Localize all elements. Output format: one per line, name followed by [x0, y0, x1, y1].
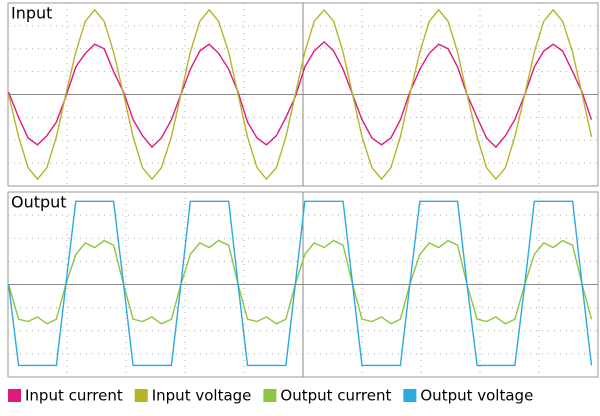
legend-label: Output current	[280, 387, 391, 405]
legend-swatch	[403, 389, 417, 402]
legend-label: Input voltage	[152, 387, 252, 405]
series-line	[7, 200, 593, 367]
title-background	[9, 192, 69, 212]
legend-swatch	[8, 389, 21, 402]
legend-label: Output voltage	[420, 387, 533, 405]
series-line	[7, 40, 593, 149]
series-line	[7, 239, 593, 325]
panel-title: Output	[11, 193, 67, 212]
title-background	[9, 3, 55, 23]
legend-swatch	[263, 389, 277, 402]
legend-swatch	[134, 389, 148, 402]
legend-label: Input current	[25, 387, 123, 405]
series-line	[7, 8, 593, 181]
panel-title: Input	[11, 4, 52, 23]
